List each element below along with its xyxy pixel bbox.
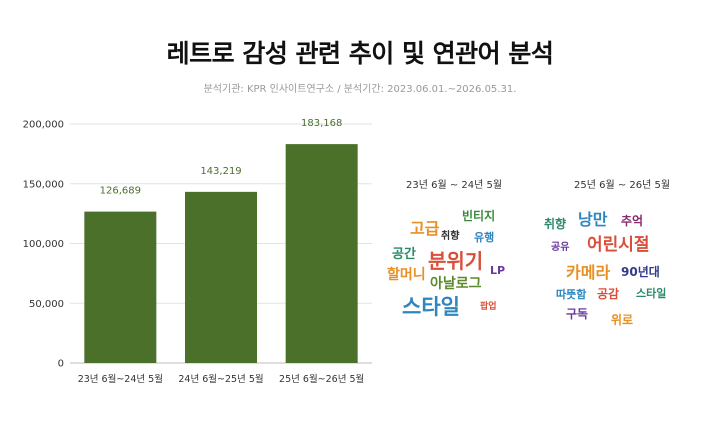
y-tick-label: 50,000 — [29, 299, 64, 310]
y-tick-label: 100,000 — [23, 239, 64, 250]
cloud-word: 어린시절 — [587, 237, 650, 254]
cloud-word: 취향 — [441, 232, 459, 242]
cloud-word: 빈티지 — [462, 210, 495, 222]
cloud-word: 스타일 — [636, 288, 666, 299]
x-tick-label: 23년 6월~24년 5월 — [78, 373, 163, 385]
data-label: 183,168 — [301, 118, 342, 129]
x-tick-label: 24년 6월~25년 5월 — [178, 373, 263, 385]
cloud-word: 공간 — [392, 248, 416, 261]
cloud-word: 낭만 — [578, 212, 607, 228]
cloud-word: 90년대 — [621, 266, 660, 278]
cloud-word: 고급 — [410, 221, 439, 237]
y-tick-label: 150,000 — [23, 179, 64, 190]
y-tick-label: 200,000 — [23, 120, 64, 131]
data-label: 126,689 — [100, 186, 141, 197]
cloud-word: 취향 — [544, 218, 566, 230]
y-tick-label: 0 — [58, 359, 64, 370]
bar — [286, 144, 358, 363]
cloud-word: 카메라 — [566, 265, 610, 281]
word-cloud-title: 23년 6월 ~ 24년 5월 — [406, 176, 502, 191]
cloud-word: 아날로그 — [430, 277, 482, 291]
cloud-word: LP — [490, 265, 505, 276]
cloud-word: 구독 — [566, 308, 588, 320]
word-cloud-title: 25년 6월 ~ 26년 5월 — [574, 176, 670, 191]
cloud-word: 할머니 — [387, 268, 426, 282]
cloud-word: 위로 — [611, 314, 633, 326]
cloud-word: 따뜻함 — [556, 289, 586, 300]
x-tick-label: 25년 6월~26년 5월 — [279, 373, 364, 385]
cloud-word: 공감 — [597, 288, 619, 300]
bar-chart: 0 50,000 100,000 150,000 200,000 126,689 23년 6… — [0, 0, 390, 431]
cloud-word: 팝업 — [480, 303, 497, 312]
bar — [84, 212, 156, 363]
cloud-word: 공유 — [551, 243, 569, 253]
cloud-word: 추억 — [621, 215, 643, 227]
data-label: 143,219 — [200, 166, 241, 177]
cloud-word: 분위기 — [428, 251, 483, 271]
cloud-word: 유행 — [474, 232, 494, 243]
cloud-word: 스타일 — [402, 297, 460, 318]
bar — [185, 192, 257, 363]
